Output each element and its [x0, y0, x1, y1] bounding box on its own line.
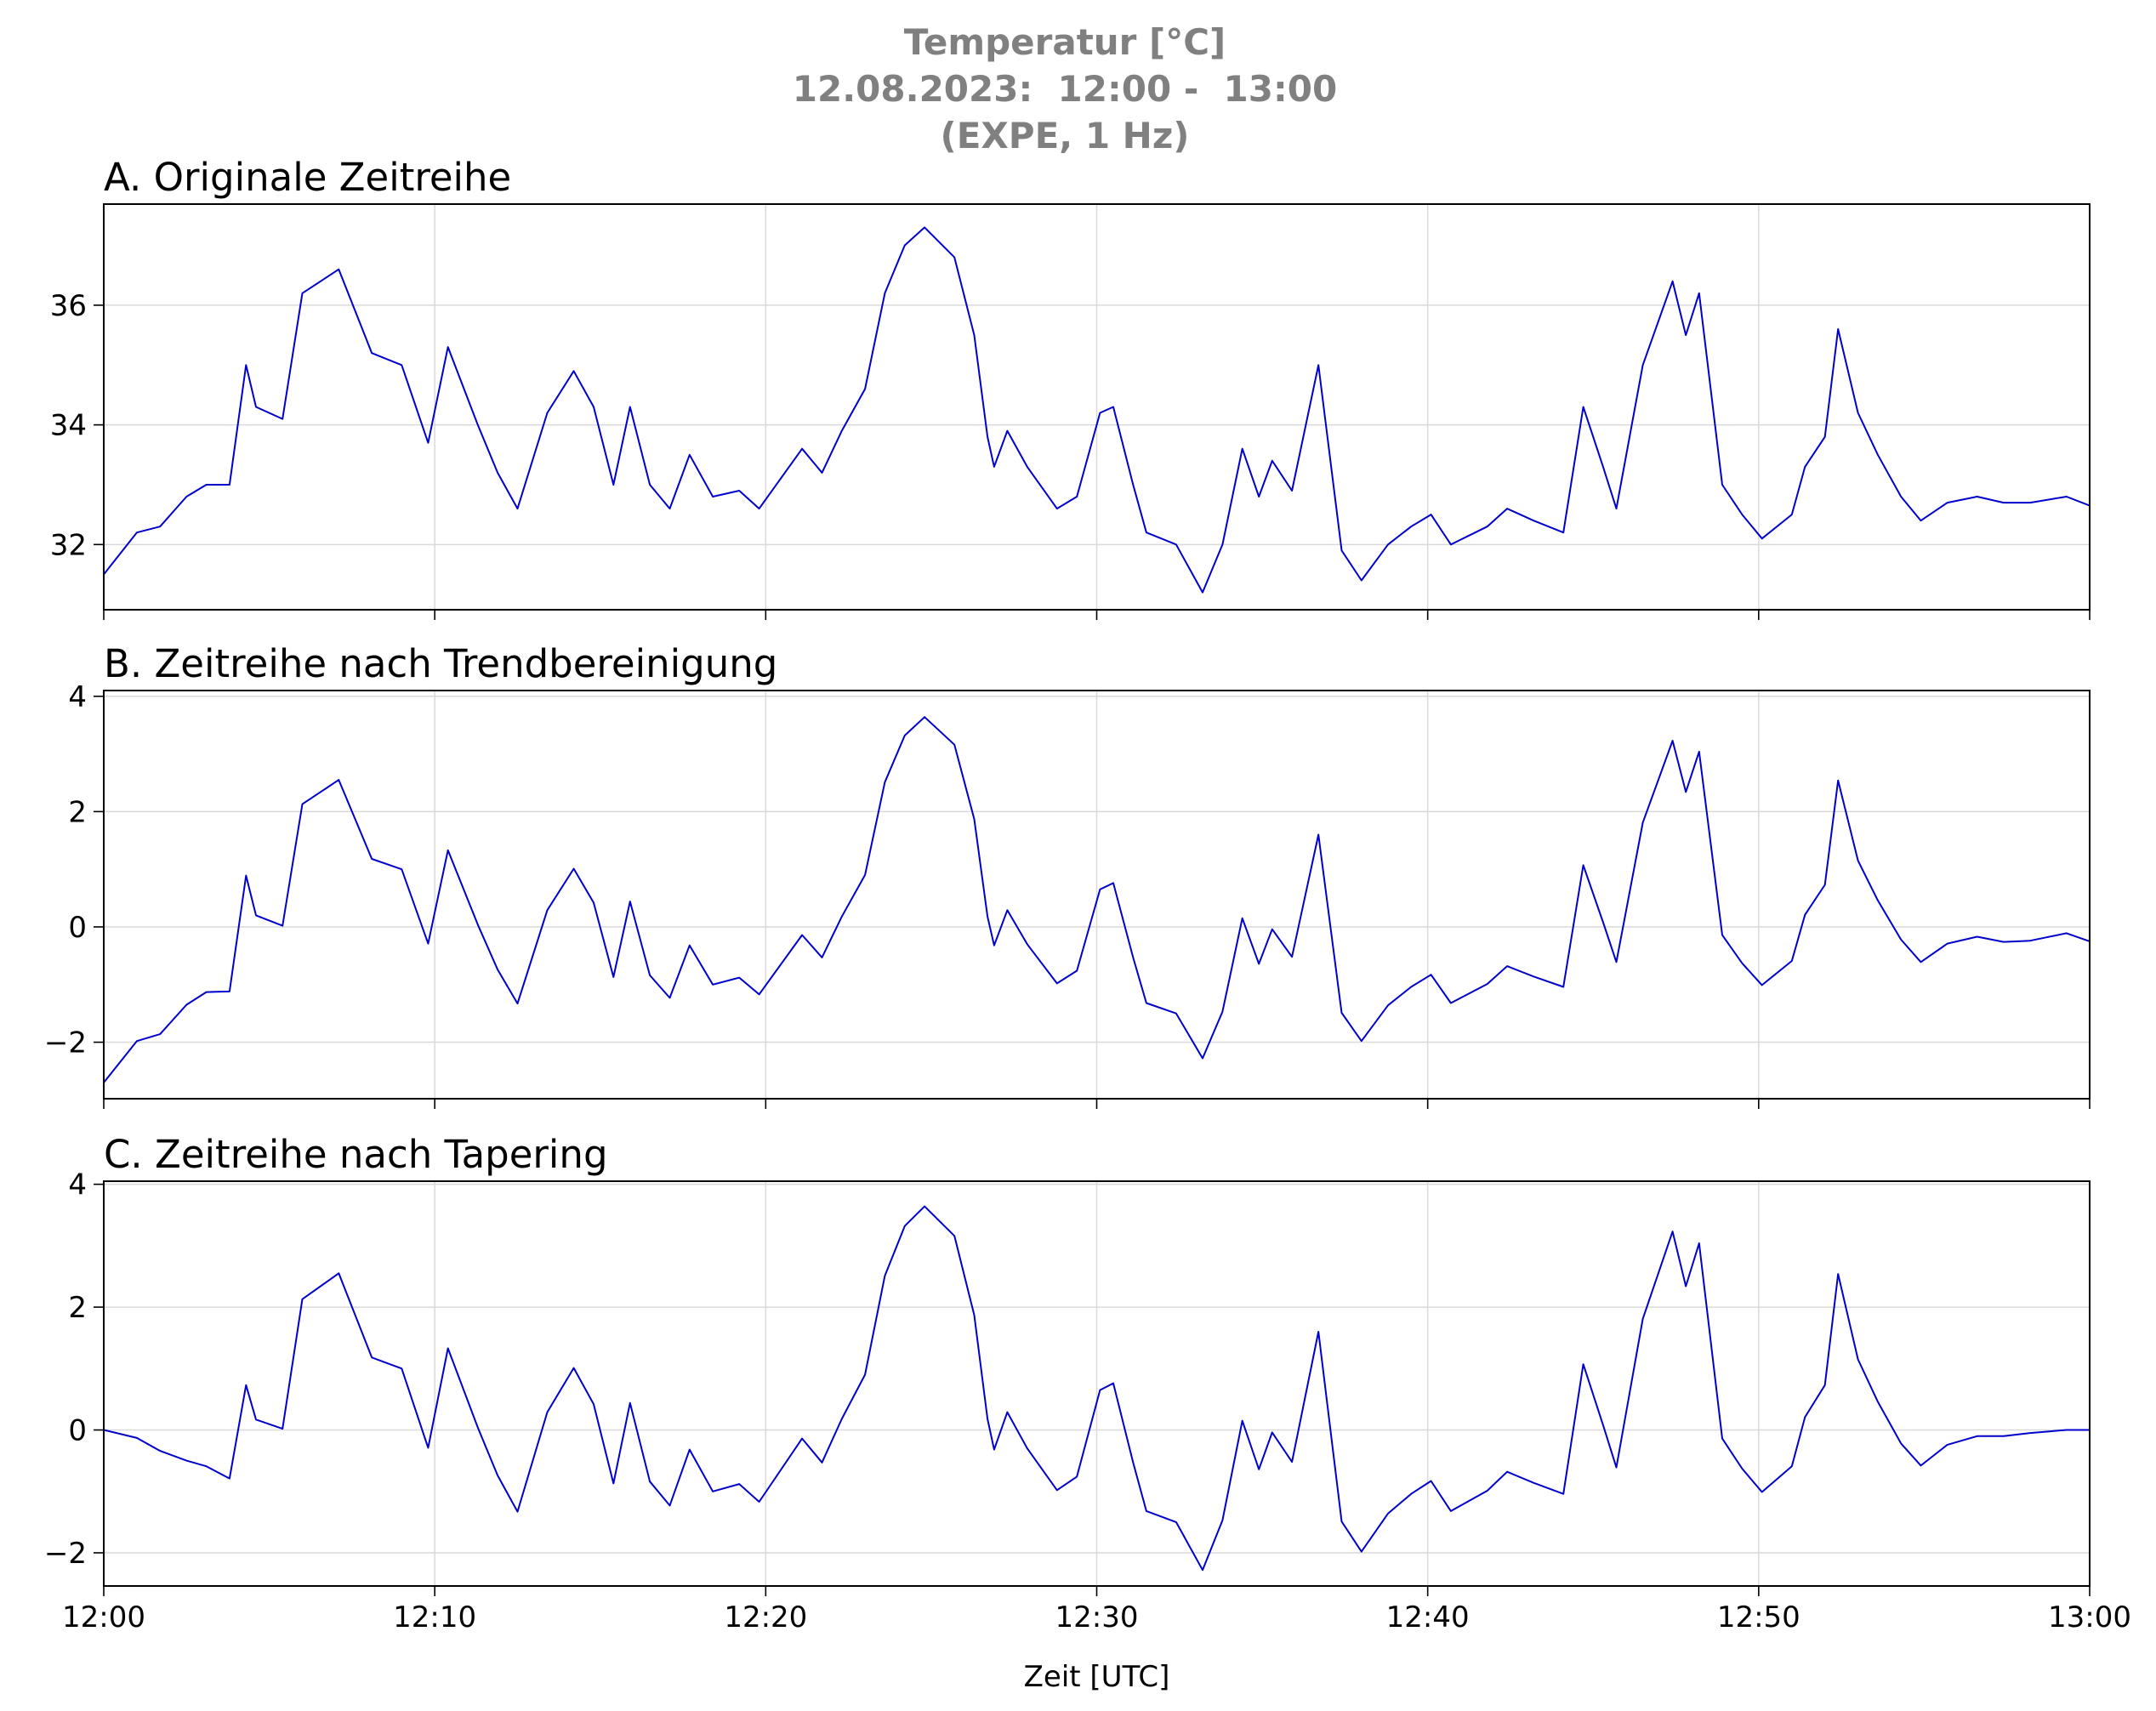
y-tick-label: 0: [68, 1414, 87, 1448]
y-tick-label: −2: [44, 1026, 87, 1060]
figure-title: Temperatur [°C]: [904, 21, 1226, 63]
x-axis-label: Zeit [UTC]: [1024, 1660, 1170, 1694]
y-tick-label: 0: [68, 911, 87, 945]
subplot-title: A. Originale Zeitreihe: [104, 155, 511, 200]
y-tick-label: 4: [68, 680, 87, 714]
subplot-title: B. Zeitreihe nach Trendbereinigung: [104, 641, 777, 686]
data-line: [103, 1205, 2090, 1572]
subplot-title: C. Zeitreihe nach Tapering: [104, 1132, 608, 1177]
x-tick-label: 12:20: [724, 1600, 807, 1634]
x-tick-label: 12:30: [1055, 1600, 1139, 1634]
y-tick-label: −2: [44, 1537, 87, 1571]
y-tick-label: 32: [50, 528, 87, 562]
x-tick-label: 13:00: [2048, 1600, 2131, 1634]
y-tick-label: 36: [50, 289, 87, 323]
x-tick-label: 12:10: [393, 1600, 476, 1634]
y-tick-label: 2: [68, 795, 87, 829]
y-tick-label: 34: [50, 409, 87, 443]
y-tick-label: 4: [68, 1168, 87, 1202]
figure-title: 12.08.2023: 12:00 - 13:00: [793, 68, 1337, 110]
x-tick-label: 12:50: [1717, 1600, 1800, 1634]
axes-frame: [103, 690, 2091, 1100]
figure-title: (EXPE, 1 Hz): [941, 115, 1190, 156]
x-tick-label: 12:40: [1386, 1600, 1470, 1634]
axes-frame: [103, 203, 2091, 611]
axes-frame: [103, 1180, 2091, 1587]
y-tick-label: 2: [68, 1291, 87, 1325]
data-line: [103, 226, 2091, 594]
data-line: [103, 716, 2091, 1083]
x-tick-label: 12:00: [62, 1600, 145, 1634]
